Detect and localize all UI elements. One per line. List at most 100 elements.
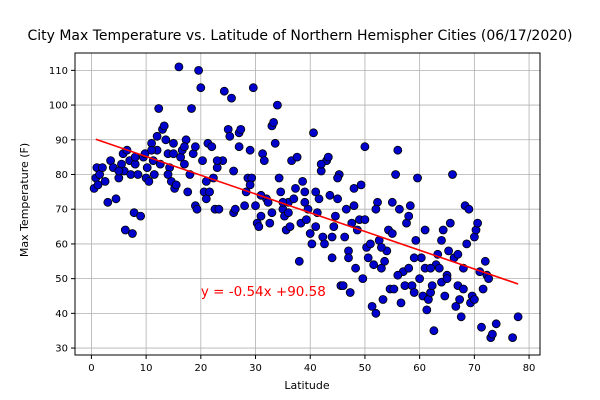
data-point: [169, 149, 178, 159]
data-point: [380, 256, 390, 266]
data-point: [236, 124, 246, 134]
data-point: [464, 204, 474, 214]
data-point: [340, 232, 350, 242]
data-point: [444, 246, 454, 256]
data-point: [356, 180, 366, 190]
data-point: [298, 176, 308, 186]
data-point: [169, 138, 178, 148]
data-point: [462, 239, 472, 249]
x-tick-label: 50: [359, 363, 372, 374]
data-point: [438, 225, 448, 235]
data-point: [230, 204, 240, 214]
data-point: [314, 194, 324, 204]
data-point: [111, 194, 121, 204]
data-point: [478, 284, 488, 294]
data-point: [300, 197, 310, 207]
data-point: [434, 263, 444, 273]
data-point: [93, 180, 103, 190]
data-point: [445, 218, 455, 228]
data-point: [360, 142, 370, 152]
regression-line: [95, 138, 519, 285]
data-point: [341, 204, 351, 214]
data-point: [207, 142, 217, 152]
data-point: [437, 235, 446, 245]
data-point: [393, 270, 403, 280]
data-point: [456, 312, 466, 322]
y-tick-label: 40: [55, 309, 68, 320]
data-point: [114, 166, 124, 176]
data-point: [330, 211, 340, 221]
data-point: [451, 301, 461, 311]
data-point: [455, 295, 465, 304]
data-point: [276, 187, 286, 197]
data-point: [190, 142, 200, 152]
data-point: [371, 308, 381, 318]
data-point: [333, 194, 343, 204]
y-tick-label: 70: [55, 205, 68, 216]
data-point: [513, 312, 523, 322]
data-point: [327, 253, 337, 263]
y-tick-label: 90: [55, 135, 68, 146]
y-tick-label: 80: [55, 170, 68, 181]
data-point: [227, 93, 236, 103]
regression-equation: y = -0.54x +90.58: [201, 284, 326, 300]
data-point: [152, 131, 162, 141]
data-point: [387, 229, 397, 238]
data-point: [420, 225, 430, 235]
data-point: [196, 83, 206, 93]
data-point: [234, 142, 244, 152]
data-point: [426, 263, 436, 273]
data-point: [269, 118, 279, 127]
data-point: [329, 222, 339, 232]
data-point: [274, 173, 284, 183]
data-point: [301, 215, 311, 225]
data-point: [292, 152, 302, 162]
data-point: [198, 156, 207, 166]
data-point: [142, 163, 152, 173]
data-point: [344, 253, 353, 263]
data-point: [473, 218, 483, 228]
y-axis-ticks: 30 40 50 60 70 80 90 100 110: [49, 66, 75, 355]
data-point: [458, 284, 468, 294]
data-point: [405, 201, 415, 211]
data-point: [136, 211, 146, 221]
data-point: [270, 138, 280, 148]
x-tick-label: 70: [468, 363, 481, 374]
data-point: [305, 229, 315, 238]
data-point: [365, 239, 375, 249]
data-point: [309, 128, 318, 138]
data-point: [333, 173, 343, 183]
data-point: [411, 235, 421, 245]
data-point: [323, 152, 333, 162]
data-point: [259, 156, 269, 166]
data-point: [396, 298, 406, 308]
data-point: [171, 180, 181, 190]
data-point: [214, 204, 224, 214]
data-point: [404, 211, 414, 221]
data-point: [391, 170, 401, 179]
chart-title: City Max Temperature vs. Latitude of Nor…: [27, 28, 572, 44]
data-point: [285, 222, 295, 232]
data-point: [147, 145, 157, 155]
data-point: [163, 170, 173, 179]
y-tick-label: 60: [55, 239, 68, 250]
y-axis-label: Max Temperature (F): [18, 143, 31, 257]
x-tick-label: 20: [194, 363, 207, 374]
data-point: [487, 329, 497, 339]
data-point: [205, 187, 215, 197]
x-tick-label: 10: [140, 363, 153, 374]
data-point: [300, 187, 310, 197]
data-point: [469, 295, 479, 304]
data-point: [409, 288, 419, 297]
data-point: [251, 201, 260, 211]
data-point: [393, 145, 403, 155]
data-point: [327, 232, 337, 242]
data-point: [316, 159, 326, 169]
data-point: [427, 281, 437, 291]
data-point: [267, 208, 277, 218]
data-point: [149, 170, 159, 179]
data-point: [453, 249, 463, 259]
data-point: [194, 66, 204, 75]
data-point: [378, 295, 388, 304]
